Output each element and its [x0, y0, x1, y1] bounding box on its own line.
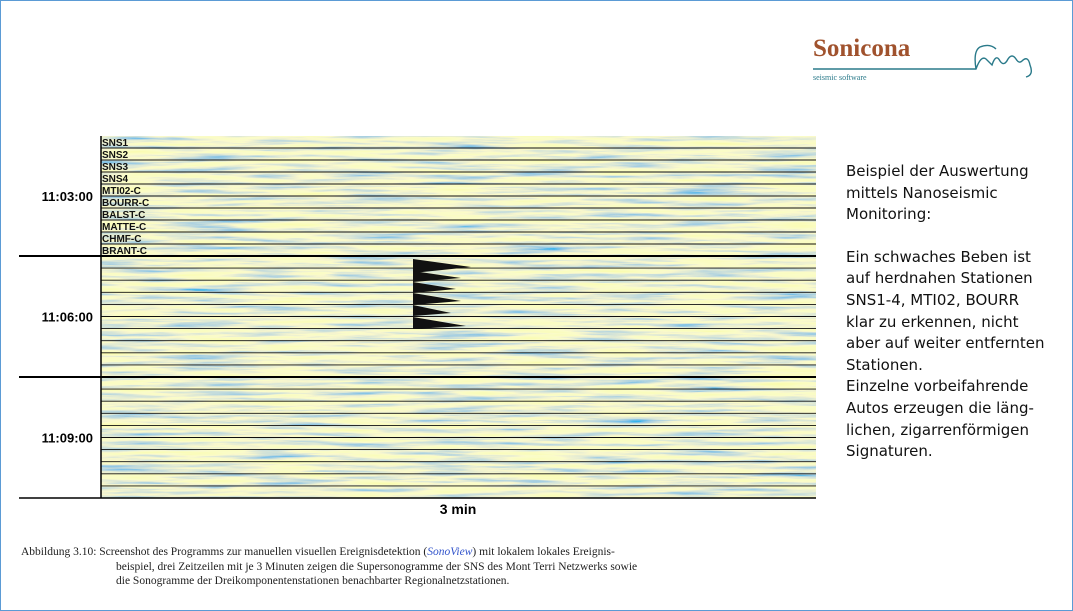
- caption-text: beispiel, drei Zeitzeilen mit je 3 Minut…: [116, 560, 638, 573]
- text-line: Ein schwaches Beben ist: [846, 247, 1031, 266]
- row-lines: [101, 147, 816, 487]
- station-label: SNS1: [102, 138, 129, 149]
- text-line: auf herdnahen Stationen: [846, 269, 1033, 288]
- text-line: Signaturen.: [846, 442, 933, 461]
- logo-wave: [813, 44, 1033, 78]
- text-line: klar zu erkennen, nicht: [846, 312, 1019, 331]
- logo-name: Sonicona: [813, 35, 911, 62]
- quake-signature: [413, 259, 471, 329]
- station-label: CHMF-C: [102, 234, 141, 245]
- time-label: 11:03:00: [42, 189, 93, 204]
- station-label: BOURR-C: [102, 198, 149, 209]
- text-line: Monitoring:: [846, 205, 932, 224]
- text-line: Stationen.: [846, 355, 923, 374]
- station-label: MTI02-C: [102, 186, 141, 197]
- text-line: Beispiel der Auswertung: [846, 162, 1029, 180]
- labels: SNS1SNS2SNS3SNS4MTI02-CBOURR-CBALST-CMAT…: [42, 138, 150, 446]
- text-line: SNS1-4, MTI02, BOURR: [846, 290, 1020, 309]
- station-label: MATTE-C: [102, 222, 146, 233]
- caption-link[interactable]: SonoView: [427, 546, 473, 558]
- station-label: SNS4: [102, 174, 129, 185]
- caption: Abbildung 3.10: Screenshot des Programms…: [21, 545, 637, 589]
- station-label: BALST-C: [102, 210, 145, 221]
- logo-tagline: seismic software: [813, 73, 867, 82]
- text-line: Autos erzeugen die läng-: [846, 398, 1034, 417]
- time-label: 11:06:00: [42, 310, 93, 325]
- text-line: lichen, zigarrenförmigen: [846, 420, 1029, 439]
- station-label: SNS2: [102, 150, 129, 161]
- text-line: Einzelne vorbeifahrende: [846, 377, 1029, 396]
- paragraph: Einzelne vorbeifahrende Autos erzeugen di…: [846, 376, 1045, 462]
- paragraph: Beispiel der Auswertung mittels Nanoseism…: [846, 161, 1045, 226]
- caption-text: die Sonogramme der Dreikomponentenstatio…: [116, 575, 510, 587]
- x-label: 3 min: [440, 501, 477, 517]
- sonogram-noise: [101, 136, 816, 498]
- text-line: aber auf weiter entfernten: [846, 334, 1045, 353]
- caption-text: Abbildung 3.10: Screenshot des Programms…: [21, 546, 428, 558]
- side-text: Beispiel der Auswertung mittels Nanoseism…: [846, 161, 1045, 484]
- time-label: 11:09:00: [42, 431, 93, 446]
- caption-text: ) mit lokalem lokales Ereignis-: [472, 546, 615, 558]
- text-line: mittels Nanoseismic: [846, 183, 998, 202]
- station-label: SNS3: [102, 162, 129, 173]
- paragraph: Ein schwaches Beben ist auf herdnahen Sta…: [846, 247, 1045, 377]
- station-label: BRANT-C: [102, 246, 147, 257]
